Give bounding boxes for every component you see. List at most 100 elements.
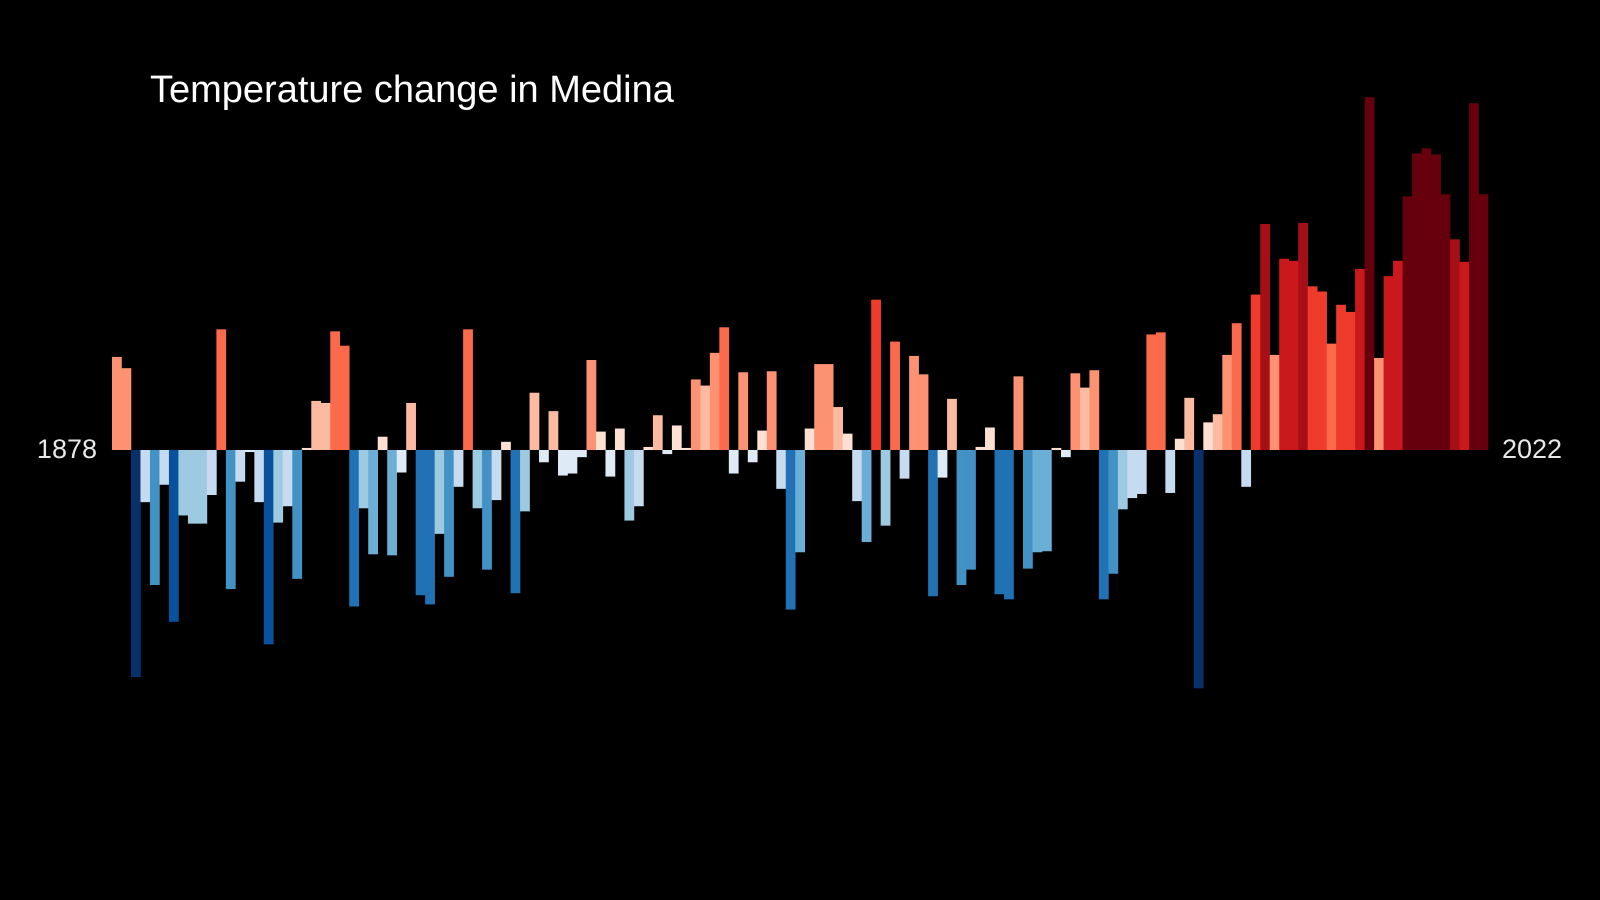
bar bbox=[1184, 397, 1195, 450]
bar bbox=[757, 430, 768, 450]
chart-title: Temperature change in Medina bbox=[150, 69, 675, 111]
bar bbox=[633, 450, 644, 507]
bar bbox=[1412, 153, 1422, 450]
bar bbox=[1250, 294, 1261, 450]
bar bbox=[273, 450, 284, 523]
bar bbox=[358, 450, 369, 509]
start-year-label: 1878 bbox=[37, 434, 97, 464]
bar bbox=[1431, 154, 1441, 450]
bar bbox=[1231, 323, 1242, 450]
bar bbox=[1317, 291, 1327, 450]
bar bbox=[1023, 450, 1033, 569]
bar bbox=[880, 450, 891, 526]
bar bbox=[130, 450, 141, 678]
bar bbox=[1241, 450, 1252, 487]
bar bbox=[453, 450, 464, 487]
bar bbox=[662, 450, 673, 455]
bar bbox=[415, 450, 426, 596]
bar bbox=[254, 450, 265, 503]
bar bbox=[112, 356, 122, 450]
bar bbox=[709, 352, 720, 450]
bar bbox=[1060, 450, 1071, 458]
bar bbox=[823, 364, 834, 450]
bar bbox=[766, 371, 777, 450]
bar bbox=[140, 450, 151, 503]
bar bbox=[1165, 450, 1176, 493]
bar bbox=[1364, 97, 1375, 450]
bar bbox=[624, 450, 635, 521]
bar bbox=[510, 450, 521, 594]
bar bbox=[444, 450, 454, 577]
bar bbox=[311, 400, 322, 450]
bar bbox=[1155, 332, 1166, 450]
bar bbox=[671, 425, 682, 450]
bar bbox=[985, 427, 995, 450]
bar bbox=[387, 450, 397, 556]
bar bbox=[1279, 258, 1290, 450]
bar bbox=[700, 385, 711, 450]
bar bbox=[1146, 334, 1157, 450]
bar bbox=[501, 441, 511, 450]
bar bbox=[747, 450, 758, 463]
bar bbox=[785, 450, 796, 610]
bar bbox=[975, 446, 986, 450]
bar bbox=[349, 450, 360, 607]
bar bbox=[909, 355, 919, 450]
bar bbox=[1421, 148, 1432, 450]
bar bbox=[928, 450, 938, 597]
bar bbox=[168, 450, 179, 622]
bar bbox=[235, 450, 246, 482]
bar bbox=[1136, 450, 1147, 494]
bar bbox=[1450, 239, 1460, 450]
bar bbox=[1070, 373, 1081, 450]
bar bbox=[406, 402, 416, 450]
bar bbox=[1469, 103, 1479, 450]
bar bbox=[1041, 450, 1052, 552]
bar bbox=[178, 450, 189, 516]
bar bbox=[263, 450, 274, 645]
bar bbox=[728, 450, 739, 474]
bar bbox=[425, 450, 435, 605]
end-year-label: 2022 bbox=[1502, 434, 1562, 464]
bar bbox=[1260, 223, 1271, 450]
bar bbox=[463, 329, 473, 450]
bar bbox=[149, 450, 160, 585]
bar bbox=[1089, 370, 1100, 450]
bar bbox=[292, 450, 303, 579]
bar bbox=[890, 341, 900, 450]
bar bbox=[1051, 447, 1062, 450]
bar bbox=[482, 450, 492, 570]
bar bbox=[652, 415, 663, 450]
bar bbox=[1004, 450, 1014, 600]
bar bbox=[472, 450, 483, 509]
bar bbox=[282, 450, 293, 507]
bar bbox=[966, 450, 976, 570]
bar bbox=[719, 327, 730, 450]
bar bbox=[947, 398, 957, 450]
bar bbox=[814, 364, 825, 450]
bar bbox=[206, 450, 217, 495]
bar bbox=[225, 450, 236, 590]
bar bbox=[491, 450, 502, 501]
bar bbox=[377, 436, 388, 450]
bar bbox=[1174, 438, 1185, 450]
bar bbox=[1478, 194, 1489, 450]
bar bbox=[861, 450, 872, 543]
bar bbox=[1298, 222, 1308, 450]
bar bbox=[643, 446, 654, 450]
bar bbox=[804, 428, 815, 450]
bar bbox=[1098, 450, 1109, 600]
bar bbox=[548, 411, 559, 450]
bar bbox=[795, 450, 806, 553]
bar bbox=[1440, 194, 1451, 450]
bar bbox=[690, 379, 701, 450]
bar bbox=[738, 372, 749, 450]
bar bbox=[320, 402, 331, 450]
bar bbox=[918, 374, 929, 450]
bar bbox=[1393, 260, 1403, 450]
bar bbox=[1374, 357, 1384, 450]
bar bbox=[330, 331, 341, 450]
bar bbox=[1459, 261, 1470, 450]
bar bbox=[1212, 414, 1223, 450]
